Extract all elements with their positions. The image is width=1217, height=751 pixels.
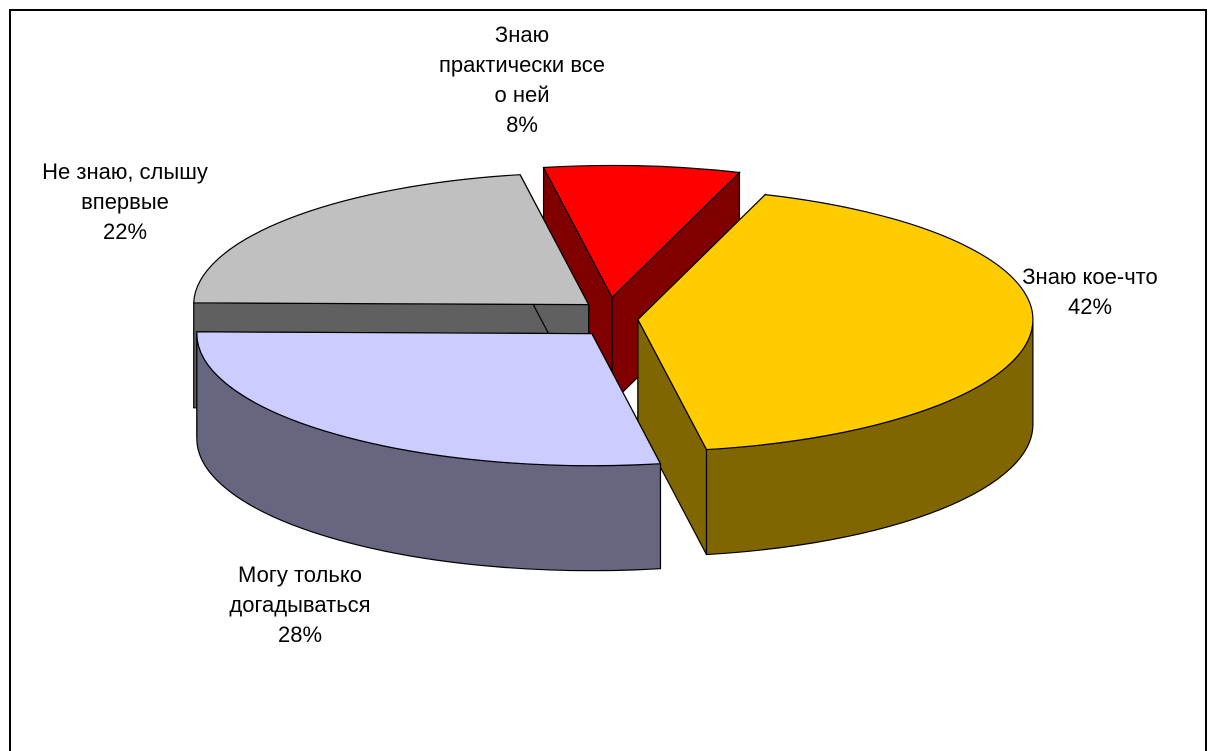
category-name: Не знаю, слышу впервые [42,159,208,214]
category-name: Могу только догадываться [229,562,371,617]
value-label: 42% [1067,294,1113,319]
value-label: 8% [506,112,538,137]
category-name: Знаю практически все о ней [438,22,606,107]
slice-label: Не знаю, слышу впервые 22% [15,157,235,247]
category-name: Знаю кое-что [1022,264,1158,289]
slice [196,331,662,467]
slice [193,174,590,306]
slice-label: Знаю кое-что 42% [1015,262,1165,322]
value-label: 22% [102,219,148,244]
chart-frame [9,9,1207,751]
slice-label: Знаю практически все о ней 8% [437,20,607,140]
slice [637,193,1034,451]
slice [542,164,741,299]
value-label: 28% [277,622,323,647]
slice-label: Могу только догадываться 28% [215,560,385,650]
